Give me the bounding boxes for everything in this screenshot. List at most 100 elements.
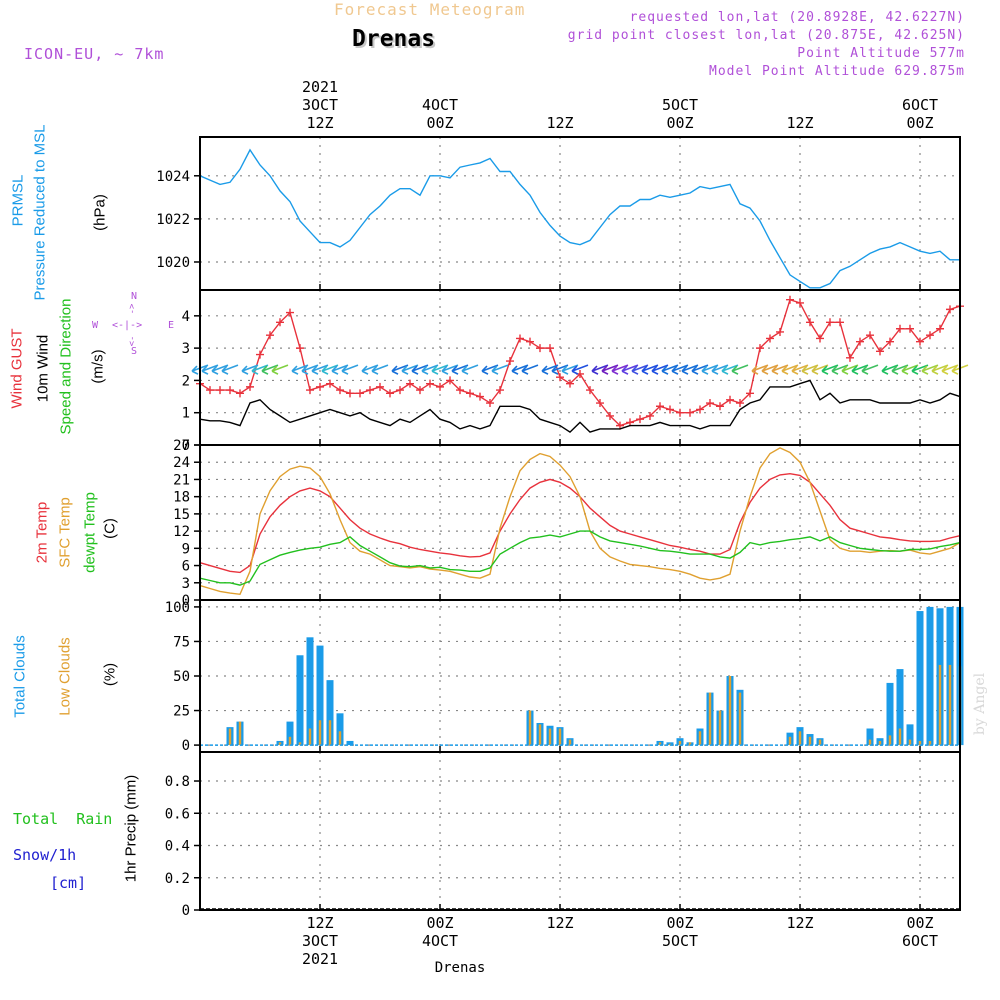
gust-point [256,350,264,359]
model-label: ICON-EU, ~ 7km [24,45,165,63]
total-cloud-bar [316,645,324,746]
wind-arrow-shape [831,364,849,375]
y-tick-label: 0.4 [165,839,190,855]
header-title: Forecast Meteogram [334,0,526,19]
gust-point [766,334,774,343]
wind-arrow-shape [841,364,859,375]
wind-arrow-shape [701,364,719,375]
wind-arrow-shape [371,364,389,375]
low-cloud-bar [658,742,662,746]
wind-arrow-shape [661,364,679,375]
total-cloud-bar [286,721,294,746]
model-altitude: Model Point Altitude 629.875m [709,64,965,79]
wind-direction-arrow [311,364,329,375]
bottom-time-label: 12Z [546,914,573,932]
top-time-label: 00Z [666,114,693,132]
y-tick-label: 1020 [156,255,190,271]
gust-point [686,408,694,417]
low-cloud-bar [918,740,922,746]
total-cloud-bar [346,740,354,746]
bottom-time-label: 12Z [786,914,813,932]
panel-frame-4 [199,751,961,911]
wind-arrow-shape [561,364,579,375]
wind-arrow-shape [921,364,939,375]
y-tick-label: 0.8 [165,774,190,790]
wind-arrow-shape [721,364,739,375]
low-cloud-bar [878,740,882,746]
wind-direction-arrow [461,364,479,375]
y-tick-label: 25 [173,704,190,720]
panel-frame-0 [199,136,961,291]
y-tick-label: 100 [165,600,190,616]
wind-direction-arrow [611,364,629,375]
gust-point [296,344,304,353]
wind-arrow-shape [591,364,609,375]
wind-direction-arrow [881,364,899,375]
gust-point [936,324,944,333]
gust-point [696,405,704,414]
gust-point [516,334,524,343]
wind-direction-arrow [671,364,689,375]
y-tick-label: 3 [182,341,190,357]
wind-arrow-shape [321,364,339,375]
gust-point [326,379,334,388]
wind-arrow-shape [221,364,239,375]
bottom-time-label: 4OCT [422,932,458,950]
gust-point [376,382,384,391]
total-cloud-bar [886,682,894,746]
y-tick-label: 0 [182,593,190,609]
wind-direction-arrow [441,364,459,375]
gust-point [406,379,414,388]
wind-arrow-shape [771,364,789,375]
top-time-label: 00Z [426,114,453,132]
wind-arrow-shape [621,364,639,375]
gust-point [806,318,814,327]
total-cloud-bar [916,611,924,746]
y-tick-label: 1022 [156,212,190,228]
wind-direction-arrow [301,364,319,375]
low-cloud-bar [678,740,682,746]
series-wind-gust [199,298,961,427]
wind-arrow-shape [751,364,769,375]
gust-point [266,331,274,340]
wind-direction-arrow [851,364,869,375]
wind-arrow-shape [801,364,819,375]
gust-point [226,386,234,395]
wind-direction-arrow [341,364,359,375]
wind-direction-arrow [701,364,719,375]
wind-direction-arrow [891,364,909,375]
y-tick-label: 15 [173,507,190,523]
wind-direction-arrow [861,364,879,375]
bottom-location-label: Drenas [435,960,486,976]
y-tick-label: 12 [173,524,190,540]
wind-direction-arrow [251,364,269,375]
low-cloud-bar [298,742,302,746]
gust-point [466,389,474,398]
bottom-time-label: 00Z [906,914,933,932]
gust-point [946,305,954,314]
low-cloud-bar [548,728,552,746]
wind-arrow-shape [461,364,479,375]
gust-point [826,318,834,327]
gust-point [656,402,664,411]
wind-arrow-shape [641,364,659,375]
wind-arrow-shape [521,364,539,375]
wind-direction-arrow [761,364,779,375]
y-tick-label: 9 [182,541,190,557]
location-title: Drenas [352,26,436,52]
y-tick-label: 50 [173,669,190,685]
wind-direction-arrow [431,364,449,375]
point-altitude: Point Altitude 577m [797,46,965,61]
total-cloud-bar [306,637,314,746]
wind-arrow-shape [681,364,699,375]
low-cloud-bar [948,664,952,746]
wind-arrow-shape [571,364,589,375]
wind-direction-arrow [681,364,699,375]
snow-label: Snow/1h [13,846,77,864]
wind-direction-arrow [631,364,649,375]
y-tick-label: 1024 [156,169,190,185]
wind-arrow-shape [411,364,429,375]
low-cloud-bar [808,736,812,746]
wind-arrow-shape [241,364,259,375]
wind-arrow-shape [631,364,649,375]
